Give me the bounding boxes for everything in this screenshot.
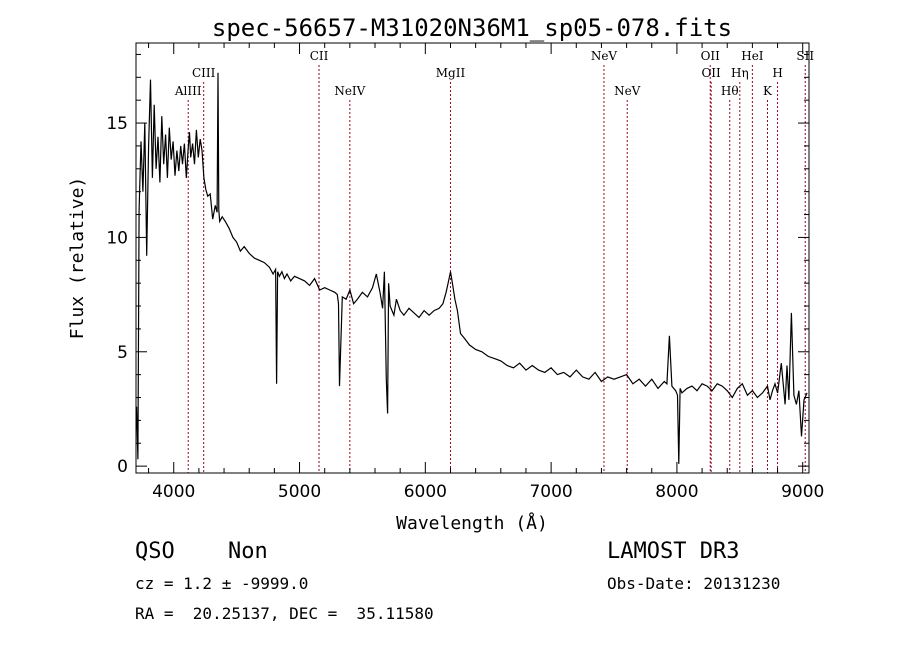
- plot-frame: [135, 42, 810, 474]
- line-marker-label-2: CII: [310, 49, 329, 63]
- line-marker-label-12: K: [763, 84, 773, 98]
- flux-series-line: [136, 72, 808, 464]
- line-marker-label-4: MgII: [436, 66, 466, 80]
- emission-line-markers: AlIIICIIICIINeIVMgIINeVNeVOIIOIIHθHηHeIK…: [174, 49, 814, 473]
- y-tick-label: 5: [117, 343, 128, 363]
- subclass-label: Non: [228, 539, 268, 564]
- y-tick-label: 0: [117, 457, 128, 477]
- y-tick-label: 10: [106, 228, 128, 248]
- line-marker-label-3: NeIV: [334, 84, 365, 98]
- x-tick-label: 4000: [152, 482, 195, 502]
- x-tick-label: 7000: [529, 482, 572, 502]
- line-marker-label-14: SII: [796, 49, 814, 63]
- x-tick-label: 8000: [655, 482, 698, 502]
- line-marker-label-1: CIII: [192, 66, 216, 80]
- line-marker-label-9: Hθ: [721, 84, 739, 98]
- line-marker-label-5: NeV: [591, 49, 618, 63]
- x-axis: 4000 5000 6000 7000 8000 9000: [148, 43, 824, 502]
- class-label: QSO: [135, 539, 175, 564]
- y-axis: 0 5 10 15: [106, 53, 809, 477]
- chart-title: spec-56657-M31020N36M1_sp05-078.fits: [212, 14, 732, 42]
- y-axis-label: Flux (relative): [67, 177, 88, 340]
- x-tick-label: 6000: [404, 482, 447, 502]
- survey-label: LAMOST DR3: [607, 539, 740, 564]
- x-axis-label: Wavelength (Å): [396, 512, 548, 534]
- line-marker-label-10: Hη: [731, 66, 749, 80]
- x-tick-label: 9000: [781, 482, 824, 502]
- line-marker-label-0: AlIII: [174, 84, 202, 98]
- line-marker-label-11: HeI: [741, 49, 764, 63]
- obs-date-text: Obs-Date: 20131230: [607, 574, 781, 593]
- redshift-text: cz = 1.2 ± -9999.0: [135, 574, 309, 593]
- line-marker-label-8: OII: [701, 66, 721, 80]
- y-tick-label: 15: [106, 114, 128, 134]
- line-marker-label-7: OII: [701, 49, 721, 63]
- line-marker-label-6: NeV: [614, 84, 641, 98]
- line-marker-label-13: H: [772, 66, 782, 80]
- coordinates-text: RA = 20.25137, DEC = 35.11580: [135, 604, 434, 623]
- x-tick-label: 5000: [278, 482, 321, 502]
